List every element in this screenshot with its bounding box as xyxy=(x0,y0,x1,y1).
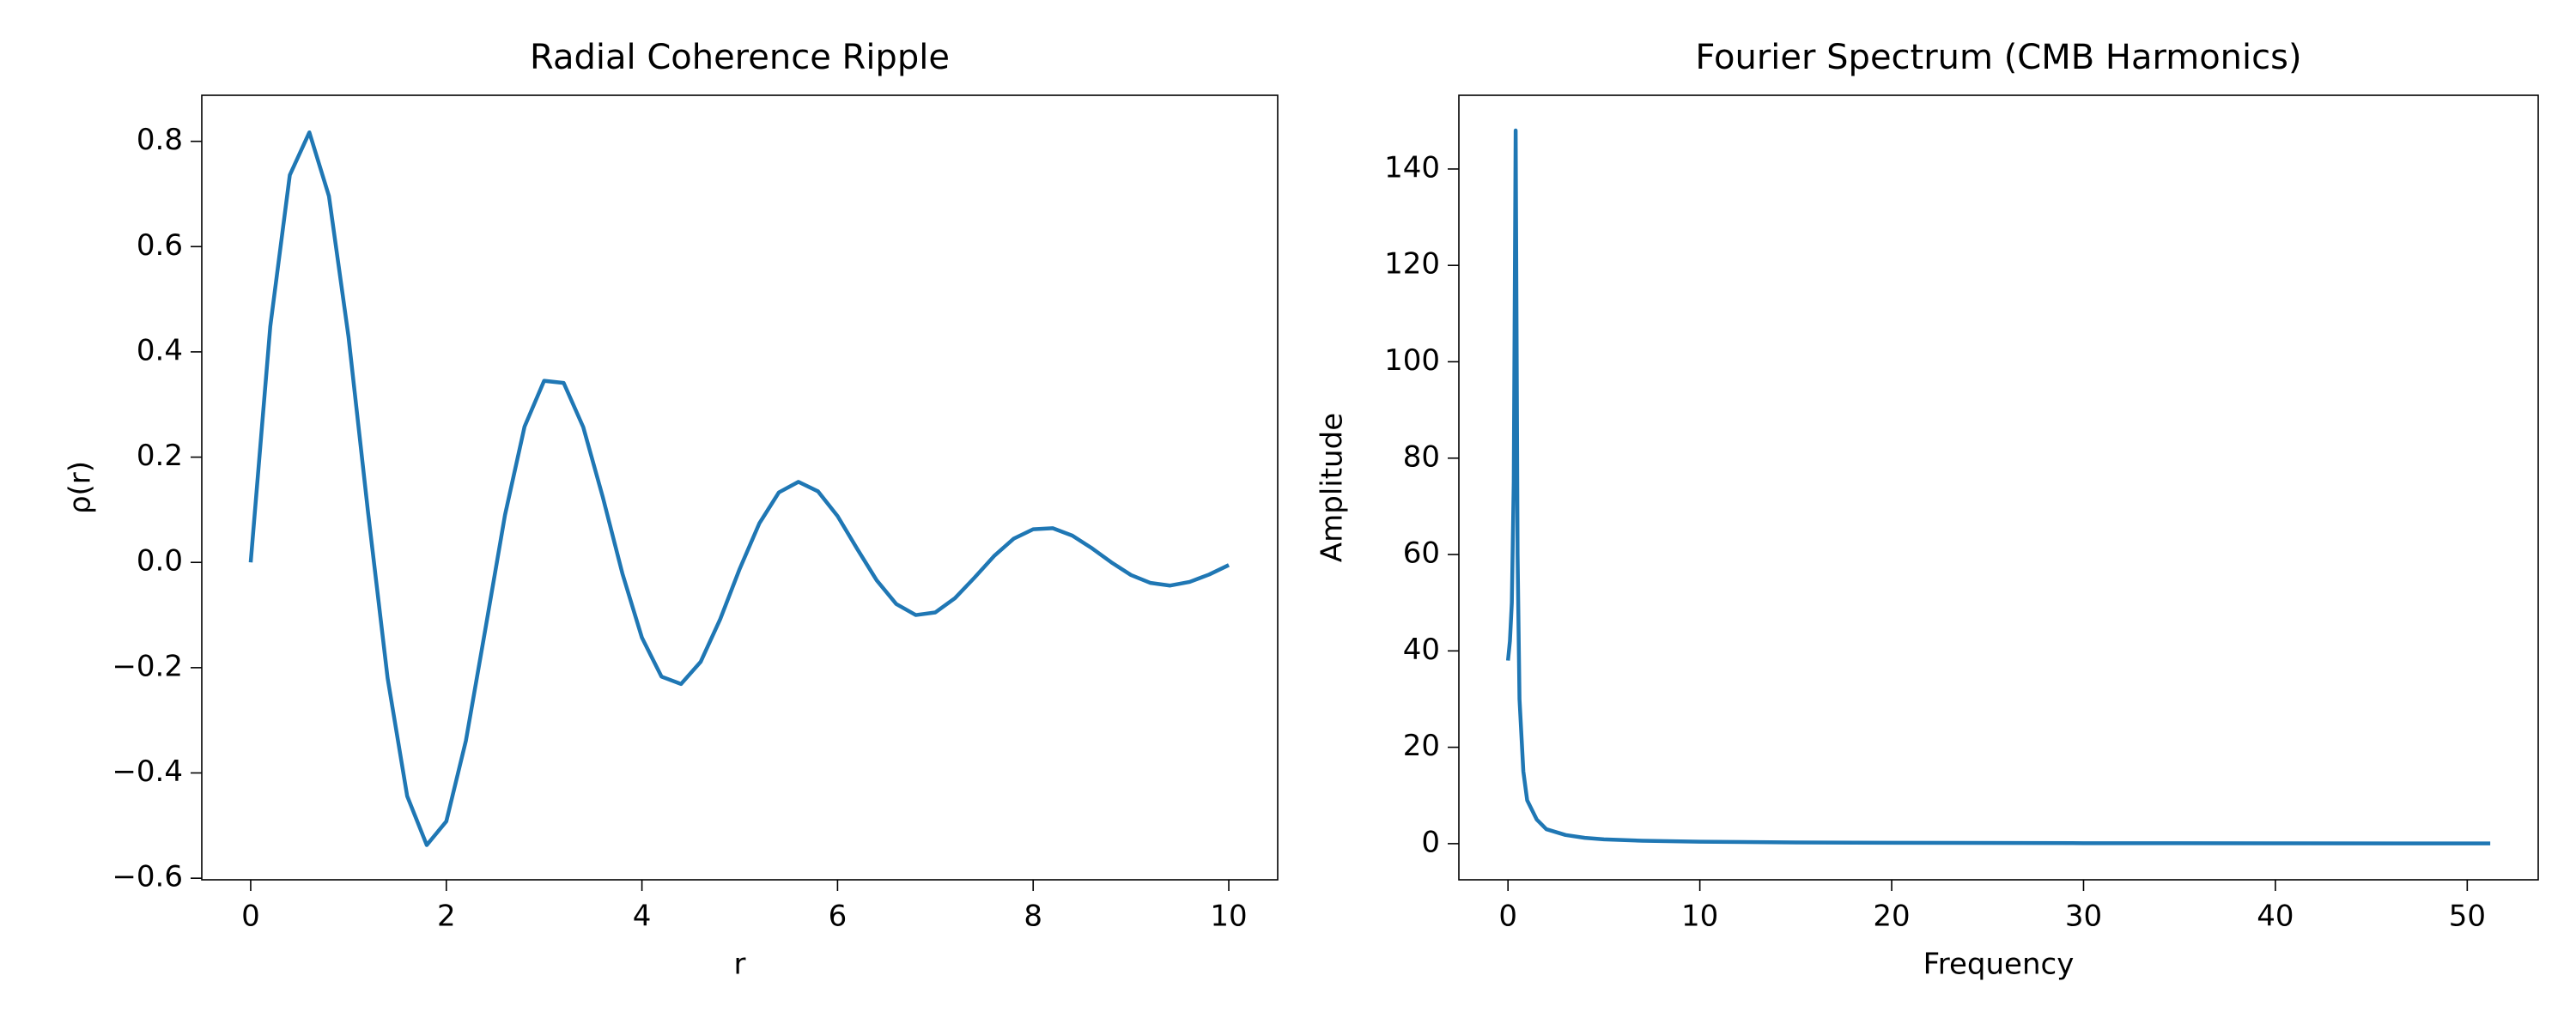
x-tick-label: 30 xyxy=(2065,900,2102,934)
y-tick-label: 0.0 xyxy=(137,544,183,579)
chart-title: Radial Coherence Ripple xyxy=(530,38,950,77)
x-tick-label: 2 xyxy=(437,900,456,934)
y-axis-label: Amplitude xyxy=(1315,413,1350,562)
y-tick-label: 0.2 xyxy=(137,439,183,473)
y-axis-label: ρ(r) xyxy=(64,461,98,514)
chart-title: Fourier Spectrum (CMB Harmonics) xyxy=(1695,38,2301,77)
x-tick-label: 0 xyxy=(1498,900,1517,934)
y-tick-label: 20 xyxy=(1403,729,1440,763)
y-tick-label: 60 xyxy=(1403,536,1440,571)
y-tick-label: −0.4 xyxy=(112,754,183,789)
x-tick-label: 6 xyxy=(829,900,848,934)
data-line xyxy=(1505,128,2491,845)
y-tick-label: 120 xyxy=(1384,247,1440,282)
x-axis-label: Frequency xyxy=(1923,948,2075,982)
x-tick-label: 0 xyxy=(241,900,260,934)
x-tick-label: 4 xyxy=(633,900,652,934)
y-tick-label: 0 xyxy=(1421,825,1440,859)
x-tick-label: 10 xyxy=(1210,900,1247,934)
y-tick-label: −0.2 xyxy=(112,649,183,683)
x-tick-label: 8 xyxy=(1024,900,1042,934)
plot-frame xyxy=(1458,94,2539,881)
y-tick-label: 80 xyxy=(1403,439,1440,474)
x-tick-label: 50 xyxy=(2449,900,2486,934)
data-line xyxy=(248,130,1230,847)
y-tick-label: 0.6 xyxy=(137,228,183,263)
y-tick-label: 40 xyxy=(1403,633,1440,667)
plot-frame xyxy=(201,94,1279,881)
y-tick-label: 100 xyxy=(1384,343,1440,378)
y-tick-label: 0.4 xyxy=(137,333,183,367)
y-tick-label: 0.8 xyxy=(137,123,183,157)
x-tick-label: 20 xyxy=(1873,900,1910,934)
x-axis-label: r xyxy=(734,948,746,982)
x-tick-label: 10 xyxy=(1681,900,1718,934)
x-tick-label: 40 xyxy=(2257,900,2293,934)
y-tick-label: −0.6 xyxy=(112,860,183,894)
y-tick-label: 140 xyxy=(1384,150,1440,185)
